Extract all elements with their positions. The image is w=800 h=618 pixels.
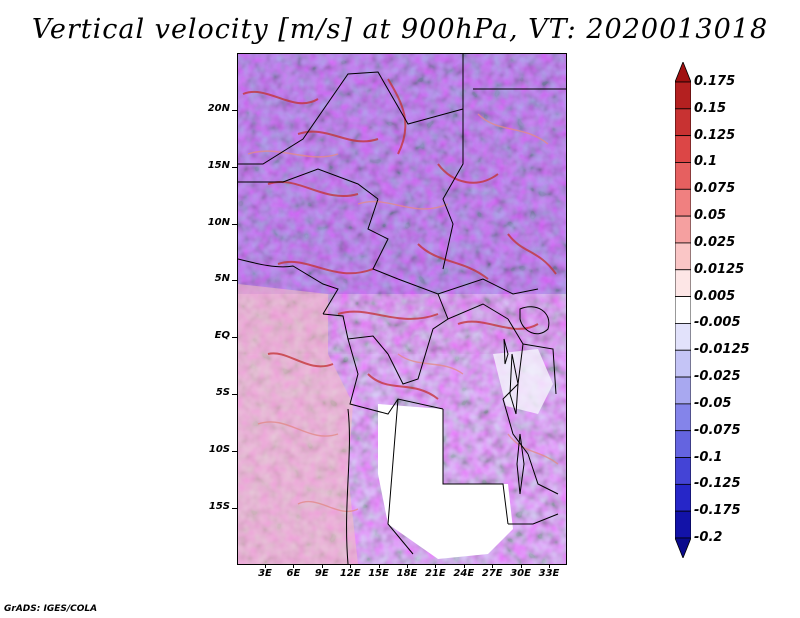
lon-label: 33E [538,568,560,579]
colorbar-label: -0.1 [694,449,723,465]
colorbar-segment [675,135,691,163]
colorbar-segment [675,215,691,244]
grads-credit: GrADS: IGES/COLA [4,604,98,614]
lat-label: 5N [214,273,230,285]
colorbar-label: 0.005 [694,288,736,304]
colorbar-label: -0.005 [694,315,741,331]
colorbar-segment [675,62,691,83]
lat-label: 15N [207,159,230,171]
lon-label: 27E [481,568,503,579]
lat-label: 5S [215,387,230,398]
lon-tick [435,564,437,568]
lon-tick [520,564,522,568]
colorbar-label: 0.175 [694,74,736,89]
colorbar-segment [675,403,691,432]
lon-tick [378,564,380,568]
colorbar-segment [675,296,691,324]
lon-label: 15E [368,568,389,579]
lake-malawi [516,433,525,495]
lake-tanganyika [509,353,519,415]
lon-tick [265,564,266,568]
colorbar-segment [675,430,691,458]
weak-updraft-streaks [247,113,559,512]
updraft-streaks [242,78,557,400]
colorbar-segment [675,349,691,378]
lon-label: 21E [425,568,446,579]
lat-tick [232,223,237,225]
colorbar-segment [675,162,691,190]
lon-tick [321,564,323,568]
lon-tick [407,564,408,568]
colorbar-segment [675,376,691,405]
lon-label: 3E [258,568,272,579]
colorbar-label: -0.0125 [694,342,750,358]
colorbar-label: -0.05 [694,395,732,411]
lake-kivu [503,338,509,365]
colorbar-label: -0.2 [694,530,723,545]
southern-calm-area [378,404,513,559]
vertical-velocity-field [238,54,566,564]
lat-label: EQ [214,330,230,342]
lat-label: 15S [208,500,230,512]
lon-tick [549,564,550,568]
colorbar-segment [675,81,691,110]
colorbar-label: 0.025 [694,234,736,250]
lat-tick [232,337,237,339]
lon-label: 30E [510,568,531,579]
colorbar-segment [675,483,691,512]
east-calm-area [493,349,553,414]
colorbar-segment [675,242,691,271]
colorbar-label: 0.125 [694,127,736,143]
lon-tick [293,564,295,568]
colorbar-label: -0.075 [694,422,741,438]
colorbar-label: 0.05 [694,208,727,224]
lakes [503,306,550,495]
lat-label: 10S [208,443,230,455]
lat-tick [232,280,237,282]
lat-tick [232,110,237,111]
lon-label: 18E [396,568,418,579]
lon-label: 12E [339,568,361,579]
lat-tick [232,450,237,452]
colorbar-label: 0.15 [694,100,727,116]
map-panel [237,53,567,565]
colorbar-segment [675,108,691,137]
lat-label: 10N [207,216,230,228]
colorbar-segment [675,537,691,558]
colorbar [675,62,691,558]
colorbar-segment [675,510,691,539]
lon-tick [350,564,352,568]
colorbar-label: -0.175 [694,503,741,519]
colorbar-segment [675,269,691,297]
lon-label: 9E [314,568,329,579]
lat-label: 20N [207,103,230,114]
colorbar-label: -0.025 [694,369,741,385]
colorbar-segment [675,188,691,217]
lon-label: 6E [286,568,301,579]
colorbar-label: -0.125 [694,476,741,492]
chart-title: Vertical velocity [m/s] at 900hPa, VT: 2… [31,14,769,45]
colorbar-label: 0.1 [694,154,718,170]
colorbar-segment [675,457,691,485]
colorbar-label: 0.075 [694,181,736,197]
colorbar-segment [675,323,691,351]
lake-victoria [519,306,550,335]
political-boundaries [238,54,566,564]
lon-tick [463,564,465,568]
lat-tick [232,507,237,509]
colorbar-label: 0.0125 [694,261,745,277]
lon-label: 24E [453,568,475,579]
lat-tick [232,166,237,168]
lat-tick [232,394,237,395]
lon-tick [492,564,494,568]
